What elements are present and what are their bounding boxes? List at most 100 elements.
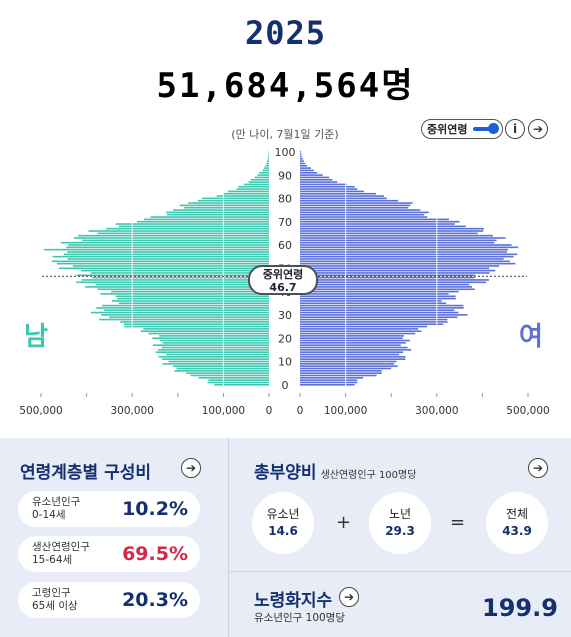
- female-bar: [300, 307, 464, 309]
- male-bar: [176, 367, 269, 370]
- female-bar: [300, 283, 470, 286]
- male-bar: [268, 153, 269, 155]
- female-bar: [300, 197, 387, 200]
- male-bar: [117, 297, 269, 300]
- male-bar: [88, 230, 270, 232]
- female-bar: [300, 204, 411, 207]
- population-pyramid-chart: 500,000 300,000 100,000 0 0 100,000 300,000 500…: [19, 146, 549, 417]
- toggle-knob: [488, 123, 499, 134]
- male-bar: [166, 353, 269, 356]
- male-bar: [207, 381, 269, 384]
- male-bar: [190, 374, 269, 377]
- female-bar: [300, 339, 410, 342]
- male-bar: [72, 265, 269, 267]
- female-bar: [300, 286, 473, 288]
- female-bar: [300, 176, 330, 179]
- female-bar: [300, 171, 318, 174]
- male-bar: [90, 272, 270, 274]
- female-bar: [300, 318, 448, 321]
- female-bar: [300, 276, 475, 279]
- female-bar: [300, 239, 497, 242]
- female-bar: [300, 225, 466, 228]
- female-bar: [300, 185, 355, 188]
- male-bar: [186, 372, 269, 374]
- female-bar: [300, 290, 459, 293]
- male-bar: [118, 302, 269, 305]
- female-bar: [300, 216, 428, 218]
- male-bar: [51, 260, 269, 263]
- age-tick-label: 60: [278, 239, 292, 252]
- male-bar: [166, 211, 269, 214]
- female-bar: [300, 183, 347, 186]
- male-bar: [216, 195, 269, 197]
- male-bar: [115, 295, 269, 298]
- aging-index-subtitle: 유소년인구 100명당: [254, 612, 345, 624]
- male-bar: [77, 234, 269, 237]
- male-bar: [73, 237, 269, 239]
- male-bar: [214, 384, 269, 386]
- group-name: 생산연령인구: [32, 541, 90, 553]
- female-bar: [300, 363, 395, 365]
- male-bar: [52, 255, 269, 258]
- x-tick-label: 0: [266, 405, 273, 417]
- panel-divider: [229, 571, 571, 572]
- dependency-title: 총부양비 생산연령인구 100명당: [254, 458, 416, 483]
- male-bar: [120, 321, 269, 323]
- age-tick-label: 70: [278, 216, 292, 229]
- aging-index-value: 199.9: [482, 594, 558, 622]
- x-tick-label: 500,000: [19, 405, 62, 417]
- male-bar: [66, 246, 270, 249]
- female-bar: [300, 377, 364, 379]
- male-bar: [104, 309, 270, 312]
- arrow-right-icon[interactable]: ➔: [528, 458, 548, 478]
- male-bar: [76, 281, 269, 284]
- male-bar: [91, 311, 269, 314]
- male-bar: [137, 220, 269, 223]
- group-pct: 69.5%: [122, 543, 188, 565]
- aging-index-title: 노령화지수: [254, 591, 333, 611]
- x-tick-label: 0: [297, 405, 304, 417]
- elderly-label: 노년: [388, 507, 412, 521]
- male-bar: [118, 225, 270, 228]
- age-tick-label: 20: [278, 332, 292, 345]
- female-bar: [300, 344, 401, 346]
- age-tick-label: 30: [278, 309, 292, 322]
- x-tick-label: 300,000: [110, 405, 153, 417]
- female-bar: [300, 372, 382, 374]
- female-bar: [300, 384, 355, 386]
- male-bar: [76, 274, 269, 277]
- toggle-track: [473, 127, 497, 131]
- male-bar: [248, 181, 269, 183]
- female-bar: [300, 218, 449, 221]
- basis-note: (만 나이, 7월1일 기준): [231, 128, 339, 141]
- female-bar: [300, 379, 358, 381]
- group-name: 유소년인구: [32, 496, 81, 508]
- male-label: 남: [24, 322, 48, 352]
- male-bar: [267, 160, 269, 162]
- median-age-toggle[interactable]: 중위연령: [421, 119, 503, 139]
- female-bar: [300, 162, 306, 165]
- info-icon[interactable]: i: [505, 119, 525, 139]
- female-bar: [300, 213, 425, 216]
- group-elderly: 고령인구 65세 이상 20.3%: [18, 582, 200, 618]
- median-toggle-label: 중위연령: [427, 123, 468, 136]
- female-bar: [300, 244, 512, 246]
- male-bar: [254, 176, 269, 179]
- male-bar: [152, 344, 269, 346]
- male-bar: [97, 232, 269, 235]
- arrow-right-icon[interactable]: ➔: [528, 119, 548, 139]
- median-age-badge: 중위연령 46.7: [248, 265, 318, 295]
- female-bar: [300, 199, 399, 202]
- male-bar: [159, 339, 269, 342]
- male-bar: [101, 314, 269, 316]
- male-bar: [263, 167, 269, 169]
- female-bar: [300, 255, 514, 258]
- female-bar: [300, 230, 484, 232]
- female-bar: [300, 167, 311, 169]
- median-age-label: 중위연령: [262, 268, 304, 281]
- arrow-right-icon[interactable]: ➔: [181, 458, 201, 478]
- total-value: 43.9: [502, 524, 532, 538]
- male-bar: [238, 185, 269, 188]
- arrow-right-icon[interactable]: ➔: [339, 587, 359, 607]
